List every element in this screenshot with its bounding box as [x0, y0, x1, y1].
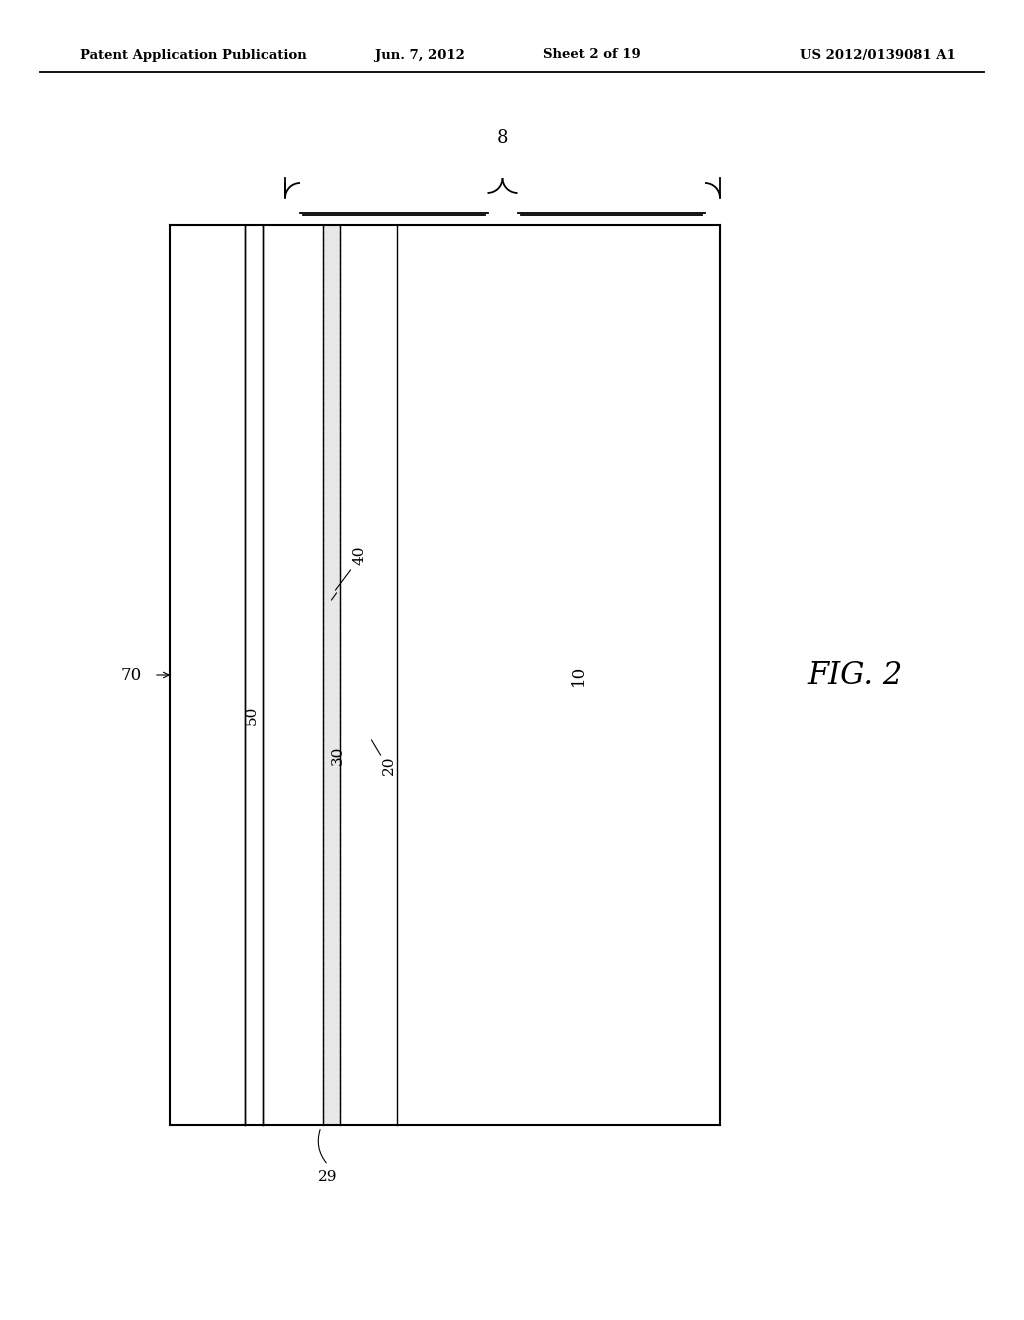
Bar	[170, 224, 245, 1125]
Text: FIG. 2: FIG. 2	[807, 660, 902, 690]
Text: 20: 20	[382, 755, 395, 775]
Text: Jun. 7, 2012: Jun. 7, 2012	[375, 49, 465, 62]
Text: 40: 40	[352, 545, 367, 565]
Text: US 2012/0139081 A1: US 2012/0139081 A1	[800, 49, 955, 62]
Bar	[340, 224, 397, 1125]
Text: 29: 29	[318, 1170, 338, 1184]
Text: 8: 8	[497, 129, 508, 147]
Text: 70: 70	[121, 667, 142, 684]
Bar	[323, 224, 340, 1125]
Bar	[397, 224, 720, 1125]
Text: 50: 50	[245, 705, 259, 725]
Bar	[245, 224, 263, 1125]
Text: Patent Application Publication: Patent Application Publication	[80, 49, 307, 62]
Text: 10: 10	[570, 664, 587, 685]
Text: Sheet 2 of 19: Sheet 2 of 19	[543, 49, 641, 62]
Bar	[263, 224, 323, 1125]
Text: 30: 30	[331, 746, 345, 764]
